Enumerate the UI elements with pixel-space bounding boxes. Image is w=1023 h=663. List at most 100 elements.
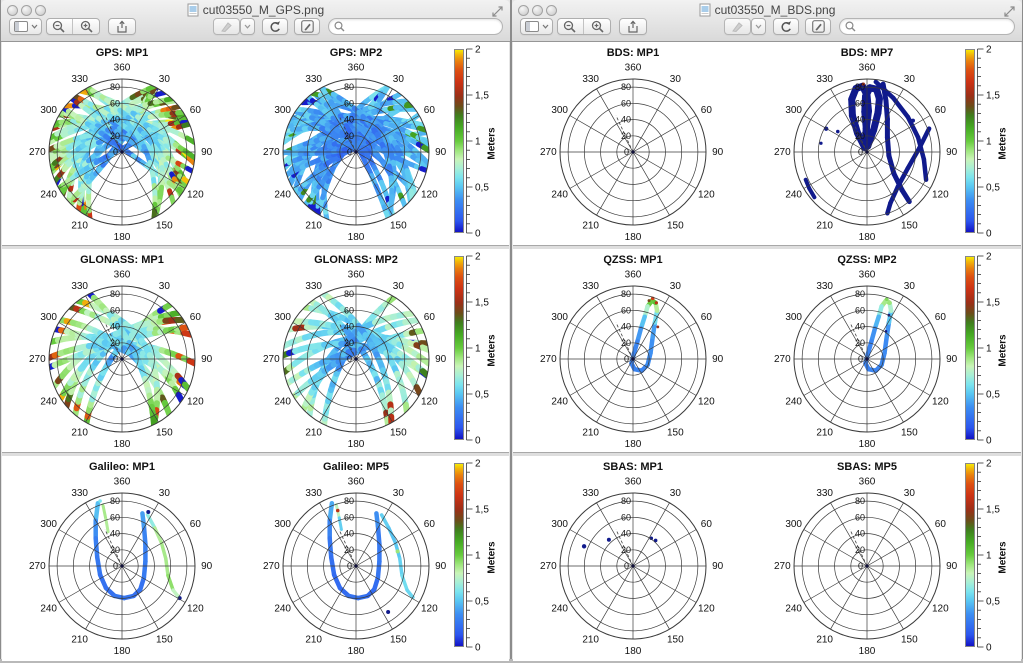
minimize-button[interactable] [532,5,543,16]
zoom-out-button[interactable] [47,19,73,34]
azimuth-label: 60 [424,312,436,323]
search-input[interactable] [349,19,496,34]
annotate-button[interactable] [724,18,751,35]
sidebar-toggle-button[interactable] [9,18,42,35]
elevation-ring-label: 20 [855,338,865,348]
rotate-left-button[interactable] [262,18,288,35]
colorbar-axis: 0 0,5 1 1,5 2 [977,45,1000,240]
titlebar[interactable]: cut03550_M_BDS.png [512,0,1022,42]
marker-pen-icon [731,21,743,32]
azimuth-label: 90 [712,561,724,572]
search-icon [334,21,345,32]
annotate-menu-button[interactable] [751,18,766,35]
elevation-ring-label: 60 [344,512,354,522]
markup-pencil-icon [811,20,825,33]
zoom-control [46,18,100,35]
skyplot-gps-mp2: 0 20 40 60 80 360 30 60 90 120 150 180 210 240 270 300 3… [242,42,468,244]
azimuth-label: 270 [540,561,557,572]
elevation-ring-label: 40 [855,529,865,539]
elevation-ring-label: 0 [858,354,863,364]
polar-grid [48,492,196,640]
close-button[interactable] [7,5,18,16]
azimuth-label: 300 [274,312,291,323]
skyplot-svg: 0 20 40 60 80 360 30 60 90 120 150 180 210 240 270 300 3… [774,254,958,450]
elevation-ring-label: 60 [855,305,865,315]
colorbar-tick-label: 0,5 [986,597,1000,608]
plot-title: GLONASS: MP1 [80,254,164,266]
azimuth-label: 360 [859,270,876,281]
skyplot-galileo-mp1: 0 20 40 60 80 360 30 60 90 120 150 180 210 240 270 300 3… [8,456,234,658]
plot-title: BDS: MP1 [607,47,660,59]
sidebar-toggle-button[interactable] [520,18,553,35]
azimuth-label: 120 [421,190,438,201]
azimuth-label: 60 [935,105,947,116]
colorbar-gradient [454,256,464,440]
plot-title: Galileo: MP5 [323,461,389,473]
annotate-button[interactable] [213,18,240,35]
colorbar-tick-label: 0 [475,436,481,447]
azimuth-label: 180 [348,646,365,657]
colorbar-axis-label: Meters [997,540,1009,574]
azimuth-label: 120 [421,604,438,615]
zoom-button[interactable] [35,5,46,16]
skyplot-bds-mp7: 0 20 40 60 80 360 30 60 90 120 150 180 210 240 270 300 3… [753,42,979,244]
chevron-down-icon [542,24,548,29]
polar-grid [282,492,430,640]
azimuth-label: 210 [816,635,833,646]
azimuth-label: 360 [625,270,642,281]
elevation-ring-label: 60 [621,98,631,108]
azimuth-label: 30 [670,74,682,85]
share-button[interactable] [619,18,647,35]
azimuth-label: 150 [901,635,918,646]
azimuth-label: 120 [932,190,949,201]
colorbar-tick-label: 0 [986,436,992,447]
zoom-button[interactable] [546,5,557,16]
azimuth-label: 30 [904,281,916,292]
azimuth-label: 270 [29,561,46,572]
azimuth-label: 150 [390,221,407,232]
rotate-left-button[interactable] [773,18,799,35]
azimuth-label: 60 [424,105,436,116]
fullscreen-icon[interactable] [492,4,504,17]
close-button[interactable] [518,5,529,16]
search-field[interactable] [328,18,503,35]
azimuth-label: 210 [71,428,88,439]
colorbar-gradient [965,463,975,647]
colorbar-tick-label: 1 [986,551,992,562]
elevation-ring-label: 80 [344,289,354,299]
colorbar-gradient [454,463,464,647]
share-button[interactable] [108,18,136,35]
elevation-ring-label: 20 [621,131,631,141]
rotate-left-icon [270,20,280,32]
search-field[interactable] [839,18,1015,35]
annotate-menu-button[interactable] [240,18,255,35]
azimuth-label: 180 [625,646,642,657]
azimuth-label: 300 [551,312,568,323]
zoom-out-button[interactable] [558,19,584,34]
azimuth-label: 210 [582,221,599,232]
azimuth-label: 360 [348,63,365,74]
skyplot-svg: 0 20 40 60 80 360 30 60 90 120 150 180 210 240 270 300 3… [263,254,447,450]
azimuth-label: 90 [946,561,958,572]
colorbar-tick-label: 1 [475,344,481,355]
azimuth-label: 150 [667,221,684,232]
colorbar-tick-label: 0,5 [986,183,1000,194]
plot-row-bds: 0 20 40 60 80 360 30 60 90 120 150 180 210 240 270 300 3… [513,42,1021,246]
azimuth-label: 90 [435,561,447,572]
fullscreen-icon[interactable] [1004,4,1016,17]
markup-button[interactable] [805,18,831,35]
azimuth-label: 30 [904,74,916,85]
azimuth-label: 150 [390,635,407,646]
azimuth-label: 330 [582,74,599,85]
markup-button[interactable] [294,18,320,35]
azimuth-label: 210 [816,428,833,439]
minimize-button[interactable] [21,5,32,16]
search-input[interactable] [860,19,1008,34]
zoom-in-button[interactable] [75,19,100,34]
azimuth-label: 210 [71,221,88,232]
elevation-ring-label: 40 [855,322,865,332]
preview-window-gps: cut03550_M_GPS.png [0,0,511,661]
zoom-in-button[interactable] [586,19,611,34]
colorbar-tick-label: 1,5 [475,505,489,516]
titlebar[interactable]: cut03550_M_GPS.png [1,0,510,42]
